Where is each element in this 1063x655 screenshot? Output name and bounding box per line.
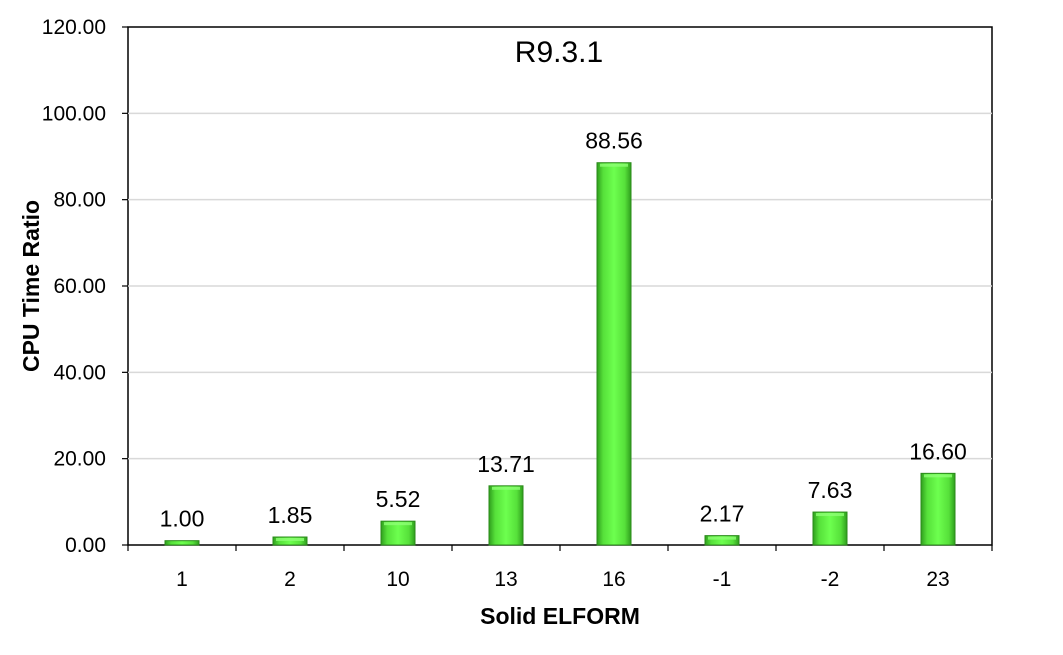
bar xyxy=(164,540,200,546)
bar--2 xyxy=(812,511,848,546)
y-tick-label: 20.00 xyxy=(53,448,106,471)
y-axis-title: CPU Time Ratio xyxy=(18,200,44,372)
bar-highlight xyxy=(600,163,628,167)
data-label: 1.00 xyxy=(160,506,205,532)
data-label: 2.17 xyxy=(700,501,745,527)
data-label: 1.85 xyxy=(268,502,313,528)
bar-2 xyxy=(272,536,308,546)
y-tick-label: 0.00 xyxy=(65,534,106,557)
bar-16 xyxy=(596,162,632,546)
y-tick-label: 120.00 xyxy=(42,16,106,39)
x-tick-label: 1 xyxy=(176,568,188,591)
bar-13 xyxy=(488,485,524,546)
data-label: 16.60 xyxy=(909,438,967,464)
bar-23 xyxy=(920,472,956,546)
bar xyxy=(488,485,524,546)
bar-highlight xyxy=(816,513,844,517)
x-tick-label: 10 xyxy=(386,568,409,591)
bar-highlight xyxy=(708,536,736,540)
data-label: 88.56 xyxy=(585,128,643,154)
data-label: 7.63 xyxy=(808,477,853,503)
bar xyxy=(380,520,416,546)
chart-title: R9.3.1 xyxy=(515,36,603,69)
y-tick-label: 60.00 xyxy=(53,275,106,298)
bar-1 xyxy=(164,540,200,546)
x-tick-label: 23 xyxy=(926,568,949,591)
bar--1 xyxy=(704,535,740,546)
x-tick-label: 2 xyxy=(284,568,296,591)
bar xyxy=(704,535,740,546)
x-tick-label: -1 xyxy=(713,568,732,591)
x-tick-label: -2 xyxy=(821,568,840,591)
bar xyxy=(920,472,956,546)
x-axis-title: Solid ELFORM xyxy=(480,603,640,629)
y-axis: 0.00 20.00 40.00 60.00 80.00 100.00 120.00 xyxy=(42,16,128,557)
bars xyxy=(164,162,956,546)
y-tick-label: 80.00 xyxy=(53,189,106,212)
data-labels: 1.00 1.85 5.52 13.71 88.56 2.17 7.63 16.60 xyxy=(160,128,967,532)
x-tick-label: 16 xyxy=(602,568,625,591)
bar-highlight xyxy=(384,522,412,526)
x-tick-label: 13 xyxy=(494,568,517,591)
data-label: 13.71 xyxy=(477,451,535,477)
bar-highlight xyxy=(276,538,304,542)
bar-10 xyxy=(380,520,416,546)
data-label: 5.52 xyxy=(376,486,421,512)
bar xyxy=(596,162,632,546)
y-tick-label: 100.00 xyxy=(42,102,106,125)
bar xyxy=(812,511,848,546)
bar-highlight xyxy=(924,474,952,478)
x-axis: 1 2 10 13 16 -1 -2 23 xyxy=(127,545,993,591)
y-tick-label: 40.00 xyxy=(53,361,106,384)
gridlines xyxy=(128,112,992,460)
bar-highlight xyxy=(492,486,520,490)
